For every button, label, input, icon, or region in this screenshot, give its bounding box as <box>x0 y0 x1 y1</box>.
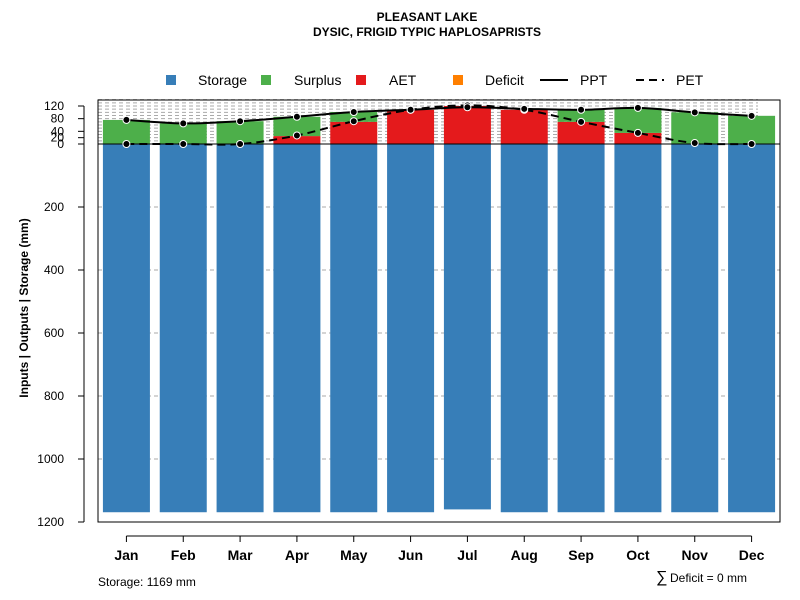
x-tick-label: Jul <box>457 547 477 563</box>
aet-bar <box>387 109 435 144</box>
ppt-point <box>747 111 756 120</box>
surplus-bar <box>728 115 776 144</box>
x-tick-label: Mar <box>228 547 253 563</box>
y-tick-label: 1000 <box>37 452 64 466</box>
pet-point <box>122 140 131 148</box>
legend-label-aet: AET <box>389 72 417 88</box>
aet-bar <box>557 121 605 144</box>
sum-symbol: ∑ <box>656 569 667 586</box>
surplus-bar <box>614 107 662 133</box>
legend-label-pet: PET <box>676 72 704 88</box>
x-tick-label: May <box>340 547 367 563</box>
storage-bar <box>273 144 321 513</box>
storage-bar <box>614 144 662 513</box>
plot-frame <box>97 99 781 523</box>
storage-bar <box>443 144 491 510</box>
legend-swatch-surplus <box>261 75 271 85</box>
surplus-bar <box>273 116 321 137</box>
y-tick-label: 1200 <box>37 515 64 529</box>
storage-bar <box>159 144 207 513</box>
ppt-point <box>406 105 415 114</box>
chart-title: PLEASANT LAKE <box>377 10 478 24</box>
x-tick-label: Jan <box>114 547 138 563</box>
x-tick-label: Sep <box>568 547 594 563</box>
legend-swatch-aet <box>356 75 366 85</box>
ppt-line <box>126 106 752 125</box>
flux-tick-label: 20 <box>51 131 65 145</box>
legend-label-surplus: Surplus <box>294 72 341 88</box>
x-tick-label: Jun <box>398 547 423 563</box>
y-tick-label: 400 <box>44 263 64 277</box>
flux-tick-label: 80 <box>51 112 65 126</box>
surplus-bar <box>330 112 378 122</box>
aet-bar <box>330 121 378 144</box>
series-lines <box>122 101 756 148</box>
flux-bars <box>98 106 780 145</box>
storage-total-text: Storage: 1169 mm <box>98 575 196 589</box>
legend-swatch-storage <box>166 75 176 85</box>
pet-point <box>236 140 245 148</box>
storage-bar <box>671 144 719 513</box>
y-axis-title: Inputs | Outputs | Storage (mm) <box>17 218 31 397</box>
storage-bar <box>102 144 150 513</box>
y-tick-label: 800 <box>44 389 64 403</box>
ppt-point <box>633 103 642 112</box>
storage-bar <box>216 144 264 513</box>
aet-bar <box>273 136 321 144</box>
ppt-point <box>520 104 529 113</box>
aet-bar <box>614 132 662 144</box>
pet-point <box>179 140 188 148</box>
deficit-total-text: Deficit = 0 mm <box>670 571 747 585</box>
surplus-bar <box>102 119 150 144</box>
surplus-bar <box>159 123 207 144</box>
chart-subtitle: DYSIC, FRIGID TYPIC HAPLOSAPRISTS <box>313 25 541 39</box>
legend-swatch-deficit <box>453 75 463 85</box>
surplus-bar <box>216 121 264 144</box>
pet-point <box>747 140 756 148</box>
y-tick-label: 200 <box>44 200 64 214</box>
x-tick-label: Aug <box>511 547 538 563</box>
legend-label-deficit: Deficit <box>485 72 524 88</box>
ppt-point <box>236 117 245 126</box>
ppt-point <box>349 108 358 117</box>
ppt-point <box>463 103 472 112</box>
ppt-point <box>179 119 188 128</box>
y-tick-label: 600 <box>44 326 64 340</box>
surplus-bar <box>671 112 719 144</box>
storage-bar <box>330 144 378 513</box>
ppt-point <box>577 105 586 114</box>
aet-bar <box>500 109 548 144</box>
storage-bar <box>387 144 435 513</box>
ppt-point <box>292 112 301 121</box>
pet-point <box>349 117 358 126</box>
x-tick-label: Oct <box>626 547 650 563</box>
x-tick-label: Dec <box>739 547 765 563</box>
pet-point <box>292 131 301 140</box>
legend-label-storage: Storage <box>198 72 247 88</box>
ppt-point <box>690 108 699 117</box>
x-tick-label: Feb <box>171 547 196 563</box>
pet-point <box>690 139 699 148</box>
flux-tick-label: 40 <box>51 124 65 138</box>
legend: Storage Surplus AET Deficit PPT PET <box>166 72 704 88</box>
storage-bar <box>557 144 605 513</box>
aet-bar <box>443 106 491 144</box>
x-tick-label: Apr <box>285 547 310 563</box>
flux-tick-label: 0 <box>57 137 64 151</box>
pet-point <box>577 117 586 126</box>
pet-line <box>126 104 752 146</box>
storage-bars <box>102 144 776 513</box>
flux-tick-label: 120 <box>44 99 64 113</box>
x-tick-label: Nov <box>682 547 709 563</box>
storage-bar <box>500 144 548 513</box>
legend-label-ppt: PPT <box>580 72 608 88</box>
ppt-point <box>122 115 131 124</box>
pet-point <box>633 128 642 137</box>
storage-bar <box>728 144 776 513</box>
